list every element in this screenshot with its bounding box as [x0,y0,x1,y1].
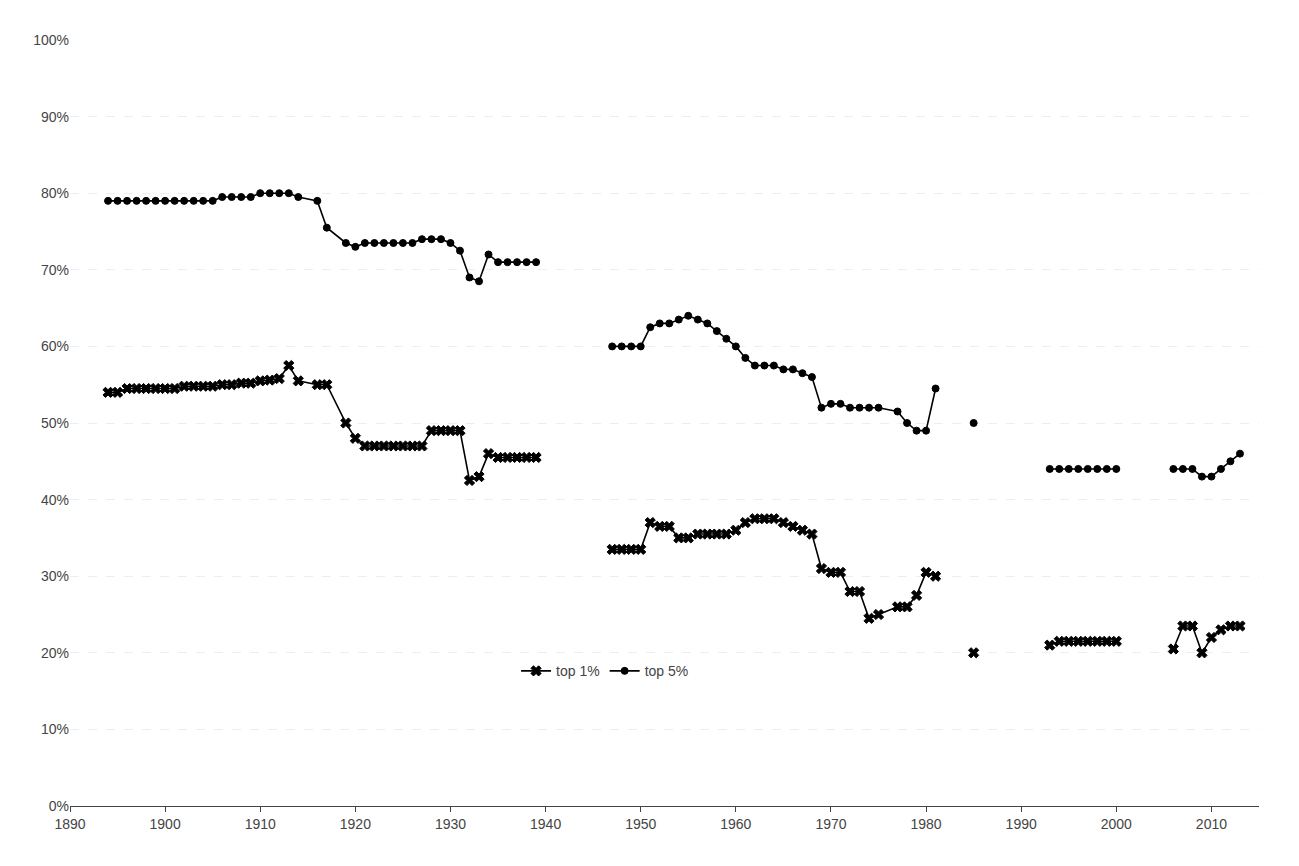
svg-text:30%: 30% [41,568,69,584]
svg-text:20%: 20% [41,645,69,661]
svg-text:1910: 1910 [245,816,276,832]
svg-text:1990: 1990 [1006,816,1037,832]
svg-text:1920: 1920 [340,816,371,832]
svg-text:40%: 40% [41,492,69,508]
svg-text:50%: 50% [41,415,69,431]
svg-text:1980: 1980 [911,816,942,832]
svg-text:top 1%: top 1% [556,663,600,679]
svg-text:0%: 0% [49,798,69,814]
svg-text:1930: 1930 [435,816,466,832]
svg-text:1970: 1970 [815,816,846,832]
svg-text:100%: 100% [33,32,69,48]
svg-text:90%: 90% [41,109,69,125]
svg-text:80%: 80% [41,185,69,201]
svg-text:1890: 1890 [54,816,85,832]
svg-text:2010: 2010 [1196,816,1227,832]
svg-text:top 5%: top 5% [645,663,689,679]
svg-text:2000: 2000 [1101,816,1132,832]
svg-text:1900: 1900 [150,816,181,832]
svg-text:10%: 10% [41,721,69,737]
svg-text:60%: 60% [41,338,69,354]
svg-text:1950: 1950 [625,816,656,832]
svg-text:1940: 1940 [530,816,561,832]
svg-text:1960: 1960 [720,816,751,832]
svg-text:70%: 70% [41,262,69,278]
